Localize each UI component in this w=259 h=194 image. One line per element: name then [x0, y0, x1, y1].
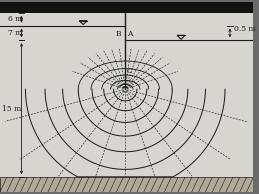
Text: 15 m: 15 m	[2, 105, 21, 113]
Text: A: A	[127, 30, 133, 38]
Bar	[0, 177, 253, 192]
Bar	[0, 2, 253, 13]
Text: B: B	[116, 30, 121, 38]
Text: 6 m: 6 m	[8, 15, 22, 23]
Text: 0.5 m: 0.5 m	[234, 25, 255, 33]
Text: 7 m: 7 m	[8, 29, 22, 37]
Text: C: C	[126, 68, 132, 75]
